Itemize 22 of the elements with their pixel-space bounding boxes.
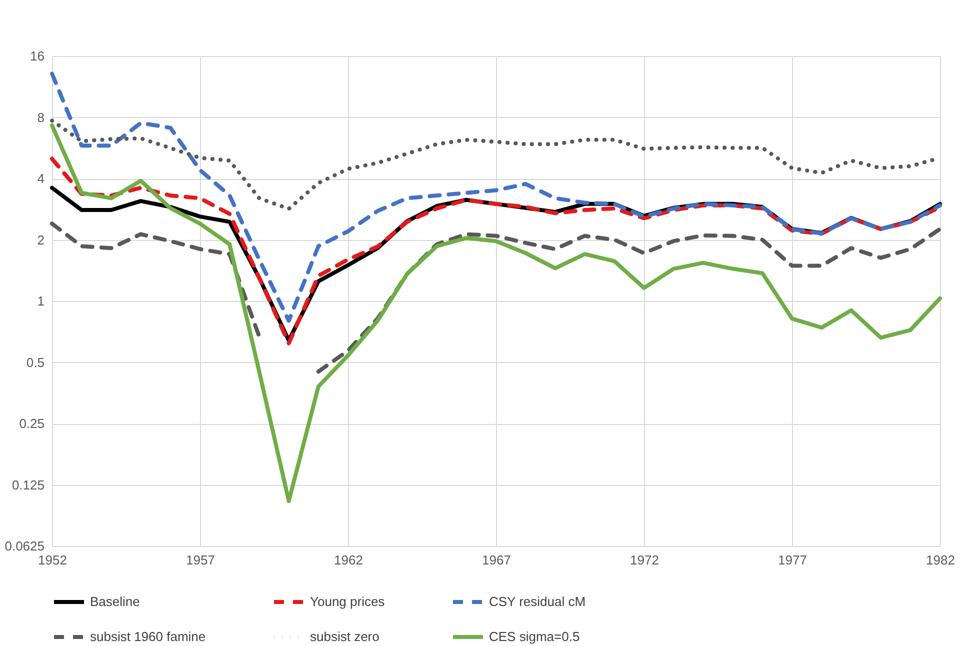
x-tick-label: 1967: [482, 552, 511, 568]
x-tick-label: 1972: [630, 552, 659, 568]
x-tick-label: 1952: [38, 552, 67, 568]
legend-label: Young prices: [310, 594, 386, 609]
y-tick-label: 0.125: [12, 477, 44, 492]
y-tick-label: 8: [37, 110, 44, 125]
y-tick-label: 1: [37, 294, 44, 308]
y-tick-label: 0.0625: [4, 538, 44, 554]
x-tick-label: 1962: [334, 552, 363, 568]
y-tick-label: 0.5: [26, 354, 44, 370]
legend-label: CES sigma=0.5: [489, 629, 580, 644]
x-tick-label: 1977: [778, 552, 807, 568]
legend-label: subsist 1960 famine: [90, 629, 206, 644]
x-tick-label: 1982: [926, 552, 955, 568]
legend-label: Baseline: [90, 594, 140, 609]
y-tick-label: 16: [30, 48, 44, 64]
x-tick-label: 1957: [186, 552, 215, 568]
y-tick-label: 2: [37, 232, 44, 248]
legend-label: CSY residual cM: [489, 594, 586, 609]
y-tick-label: 0.25: [19, 416, 44, 431]
y-tick-label: 4: [37, 171, 44, 186]
legend-label: subsist zero: [310, 629, 380, 644]
